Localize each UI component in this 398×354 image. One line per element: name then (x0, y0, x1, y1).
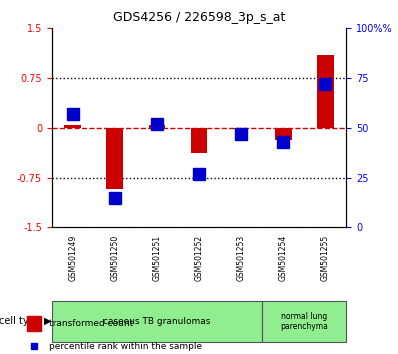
Text: GDS4256 / 226598_3p_s_at: GDS4256 / 226598_3p_s_at (113, 11, 285, 24)
Text: cell type ▶: cell type ▶ (0, 316, 52, 326)
Text: GSM501252: GSM501252 (195, 235, 203, 281)
Text: GSM501253: GSM501253 (236, 235, 246, 281)
Text: GSM501255: GSM501255 (321, 235, 330, 281)
Text: GSM501254: GSM501254 (279, 235, 288, 281)
Bar (106, 128, 123, 189)
Bar (275, 128, 292, 140)
Text: percentile rank within the sample: percentile rank within the sample (49, 342, 202, 351)
Text: transformed count: transformed count (49, 319, 133, 328)
Text: GSM501249: GSM501249 (68, 235, 77, 281)
Bar (27, 316, 41, 331)
Text: normal lung
parenchyma: normal lung parenchyma (280, 312, 328, 331)
Bar (317, 55, 334, 128)
Text: GSM501251: GSM501251 (152, 235, 162, 281)
Text: GSM501250: GSM501250 (110, 235, 119, 281)
Bar (262, 301, 346, 342)
Bar (52, 301, 262, 342)
Bar (148, 125, 165, 128)
Bar (64, 125, 81, 128)
Bar (191, 128, 207, 153)
Text: caseous TB granulomas: caseous TB granulomas (103, 317, 211, 326)
Bar (233, 128, 250, 129)
